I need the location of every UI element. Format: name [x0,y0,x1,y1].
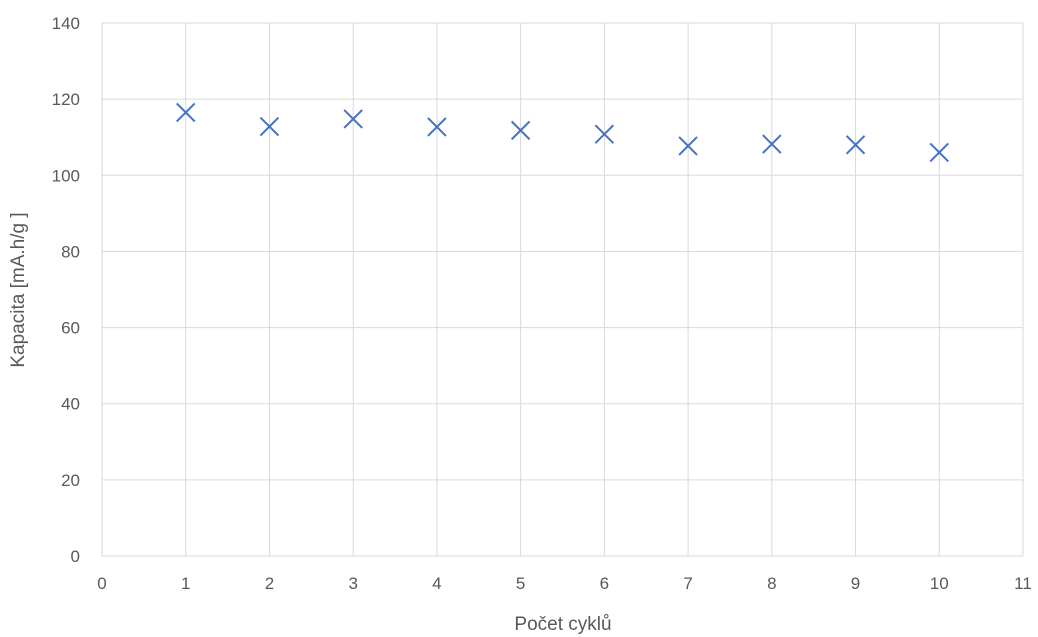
x-axis-title: Počet cyklů [514,614,611,635]
data-points [176,102,949,163]
data-point [259,116,280,137]
y-tick-label: 40 [61,395,80,414]
data-point [343,109,363,129]
data-point [510,120,531,141]
x-tick-label: 7 [683,574,692,593]
data-point [176,102,196,123]
y-axis-title: Kapacita [mA.h/g ] [8,212,29,367]
y-tick-label: 100 [52,166,80,185]
data-point [929,142,949,163]
data-point [678,136,698,156]
x-tick-label: 0 [97,574,106,593]
x-tick-label: 6 [600,574,609,593]
data-point [845,135,866,155]
data-point [594,124,615,144]
x-tick-label: 4 [432,574,441,593]
data-point [762,134,782,154]
data-point [427,117,447,137]
x-tick-label: 2 [265,574,274,593]
x-tick-label: 8 [767,574,776,593]
y-tick-label: 60 [61,319,80,338]
x-tick-label: 1 [181,574,190,593]
y-tick-label: 120 [52,90,80,109]
y-tick-label: 80 [61,242,80,261]
x-tick-label: 3 [348,574,357,593]
y-tick-label: 20 [61,471,80,490]
x-tick-label: 9 [851,574,860,593]
x-tick-label: 10 [930,574,949,593]
tick-labels: 0 20 40 60 80 100 120 140 0 1 2 3 4 5 6 7 8 9 10 11 [52,14,1032,593]
x-tick-label: 5 [516,574,525,593]
x-tick-label: 11 [1014,574,1032,593]
y-tick-label: 0 [71,547,80,566]
gridlines [101,22,1024,557]
y-tick-label: 140 [52,14,80,33]
